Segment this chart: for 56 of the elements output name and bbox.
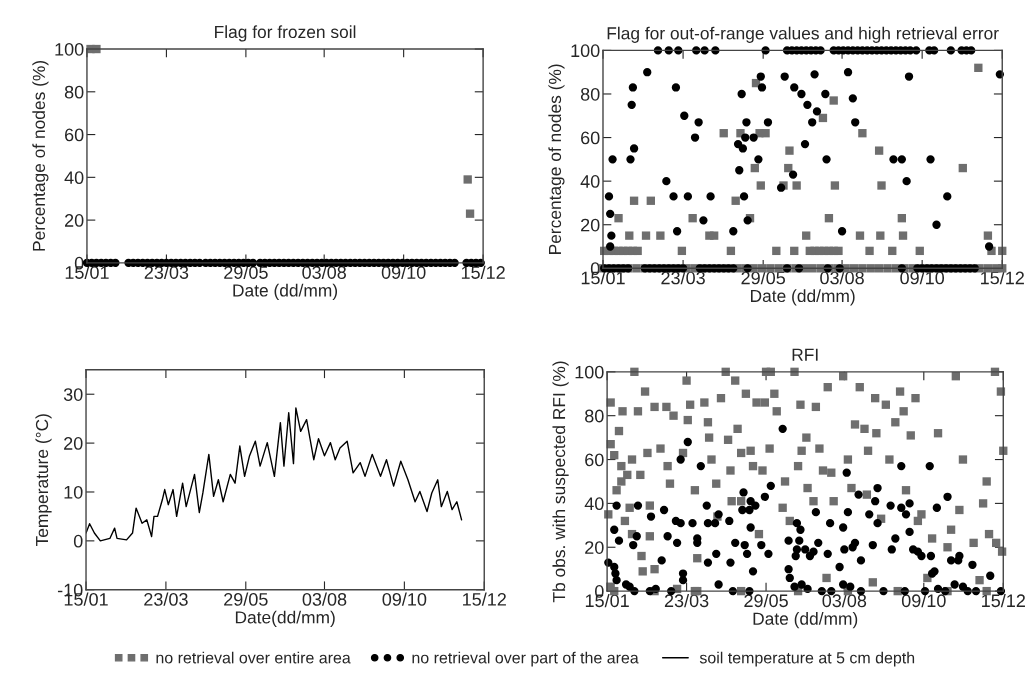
x-tick-label: 03/08 <box>820 271 864 285</box>
x-tick-label: 09/10 <box>901 593 946 608</box>
x-tick-label: 23/03 <box>661 271 705 285</box>
x-tick-label: 09/10 <box>382 592 427 606</box>
y-axis-title: Percentage of nodes (%) <box>32 61 49 251</box>
y-tick-label: 100 <box>55 42 84 56</box>
x-tick-label: 15/12 <box>461 265 505 279</box>
x-axis-title: Date (dd/mm) <box>753 612 858 629</box>
y-tick-label: 40 <box>580 175 600 188</box>
x-tick-label: 29/05 <box>744 593 788 608</box>
y-tick-label: 80 <box>64 85 84 99</box>
x-tick-label: 29/05 <box>741 271 786 285</box>
y-axis-title: Temperature (°C) <box>35 414 52 547</box>
y-tick-label: 60 <box>581 131 600 145</box>
x-tick-label: 23/03 <box>664 593 709 608</box>
point <box>463 175 472 184</box>
y-tick-label: 100 <box>575 365 604 379</box>
x-axis-title: Date (dd/mm) <box>750 289 855 306</box>
chart-title: RFI <box>792 348 818 361</box>
y-tick-label: 40 <box>584 497 604 511</box>
legend-label: no retrieval over part of the area <box>412 651 639 667</box>
x-tick-label: 03/08 <box>302 592 347 606</box>
y-tick-label: 80 <box>580 87 600 101</box>
legend-label: soil temperature at 5 cm depth <box>699 651 915 667</box>
y-tick-label: 20 <box>65 214 84 227</box>
y-tick-label: 60 <box>585 453 604 467</box>
line-series <box>86 407 463 542</box>
x-tick-label: 15/12 <box>463 592 506 606</box>
x-tick-label: 09/10 <box>900 271 945 285</box>
y-axis-title: Percentage of nodes (%) <box>548 64 565 254</box>
y-tick-label: 60 <box>65 128 84 142</box>
x-tick-label: 09/10 <box>381 265 426 279</box>
point <box>465 209 475 218</box>
y-tick-label: 0 <box>73 534 83 548</box>
y-tick-label: 30 <box>63 388 83 401</box>
x-tick-label: 03/08 <box>822 593 867 608</box>
chart-title: Flag for out-of-range values and high retrieval error <box>607 26 999 43</box>
y-tick-label: 20 <box>581 218 600 232</box>
y-tick-label: 20 <box>64 437 83 450</box>
y-tick-label: 80 <box>585 409 604 423</box>
x-tick-label: 15/12 <box>982 593 1025 608</box>
y-axis-title: Tb obs. with suspected RFI (%) <box>552 361 569 603</box>
legend-label: no retrieval over entire area <box>156 651 351 664</box>
x-tick-label: 15/12 <box>981 271 1024 285</box>
x-tick-label: 29/05 <box>224 265 268 279</box>
x-axis-title: Date (dd/mm) <box>233 283 338 301</box>
x-tick-label: 23/03 <box>144 592 188 606</box>
y-tick-label: 10 <box>64 485 83 499</box>
x-tick-label: 03/08 <box>302 265 346 279</box>
x-tick-label: 23/03 <box>144 265 189 279</box>
x-tick-label: 29/05 <box>224 592 268 606</box>
y-tick-label: 100 <box>571 44 600 58</box>
chart-title: Flag for frozen soil <box>215 25 356 42</box>
y-tick-label: 20 <box>585 541 604 554</box>
y-tick-label: 40 <box>64 171 84 185</box>
x-axis-title: Date(dd/mm) <box>235 610 335 627</box>
